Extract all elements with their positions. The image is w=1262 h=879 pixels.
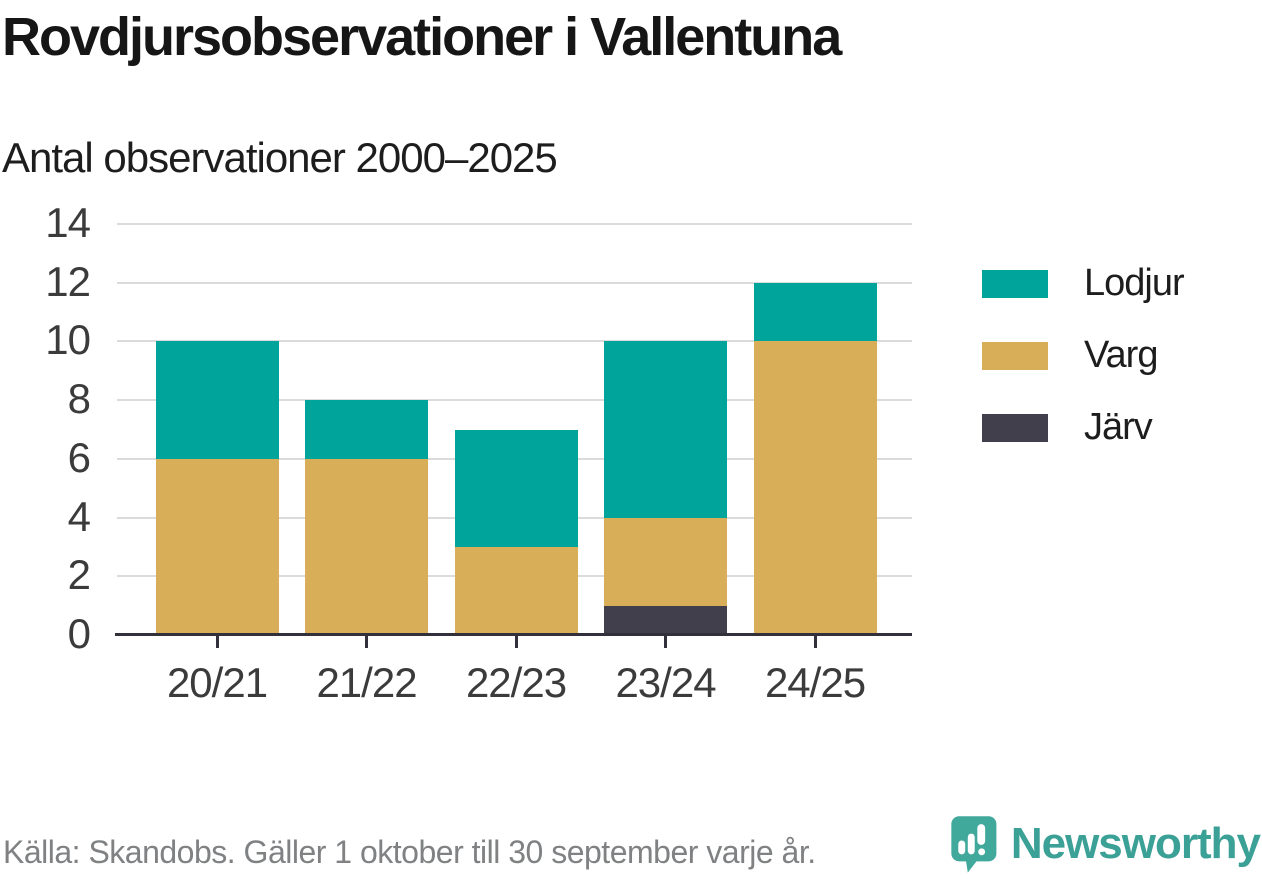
x-tick-label: 24/25: [764, 659, 866, 706]
bar-segment-lodjur-22-23: [454, 429, 578, 547]
gridline-y14: [117, 223, 912, 225]
legend-label: Lodjur: [1084, 262, 1185, 304]
bar-segment-lodjur-23-24: [604, 341, 727, 518]
footer: Källa: Skandobs. Gäller 1 oktober till 3…: [0, 807, 1262, 879]
legend: Lodjur Varg Järv: [982, 262, 1185, 449]
bar-segment-varg-24-25: [753, 341, 877, 635]
bar-segment-varg-21-22: [305, 458, 428, 635]
x-tick-mark: [813, 635, 817, 648]
x-axis-line: [115, 633, 912, 636]
legend-swatch-järv: [982, 413, 1048, 442]
legend-swatch-varg: [982, 341, 1048, 370]
bar-segment-lodjur-24-25: [753, 282, 877, 342]
newsworthy-logo-icon: [951, 816, 997, 873]
x-tick-mark: [664, 635, 667, 648]
x-tick-mark: [365, 635, 368, 648]
legend-label: Varg: [1084, 334, 1158, 376]
gridline-y8: [117, 399, 912, 402]
bar-segment-varg-20-21: [155, 458, 279, 635]
y-tick-label: 10: [45, 316, 91, 364]
y-tick-label: 6: [67, 433, 91, 481]
bar-segment-järv-23-24: [604, 605, 727, 635]
legend-item-varg: Varg: [982, 334, 1184, 377]
y-tick-label: 0: [67, 610, 91, 658]
gridline-y12: [117, 281, 912, 284]
chart-subtitle: Antal observationer 2000–2025: [2, 134, 558, 181]
x-tick-label: 23/24: [615, 659, 716, 706]
source-note: Källa: Skandobs. Gäller 1 oktober till 3…: [3, 834, 816, 870]
bar-segment-varg-22-23: [454, 546, 578, 635]
x-tick-mark: [514, 635, 518, 648]
newsworthy-wordmark: Newsworthy: [1010, 819, 1261, 868]
y-tick-label: 14: [45, 199, 91, 247]
y-tick-label: 12: [45, 257, 91, 305]
legend-label: Järv: [1084, 406, 1153, 448]
x-tick-label: 22/23: [465, 659, 567, 706]
gridline-y10: [117, 340, 912, 343]
newsworthy-brand: Newsworthy: [947, 813, 1261, 875]
bar-segment-lodjur-20-21: [155, 341, 279, 459]
chart-title: Rovdjursobservationer i Vallentuna: [2, 7, 842, 67]
legend-item-lodjur: Lodjur: [982, 262, 1185, 305]
x-tick-label: 21/22: [316, 659, 417, 706]
plot-area: 0 2 4 6 8 10 12 14 20/21 21/22 22/23 23/24 24/25: [45, 199, 912, 706]
x-tick-label: 20/21: [166, 659, 268, 706]
bar-segment-lodjur-21-22: [305, 400, 428, 459]
x-tick-mark: [215, 635, 219, 648]
y-tick-label: 8: [67, 375, 91, 423]
bar-segment-varg-23-24: [604, 517, 727, 606]
y-tick-label: 4: [67, 492, 91, 540]
legend-swatch-lodjur: [982, 269, 1048, 298]
y-tick-label: 2: [67, 551, 91, 599]
legend-item-järv: Järv: [982, 406, 1184, 449]
